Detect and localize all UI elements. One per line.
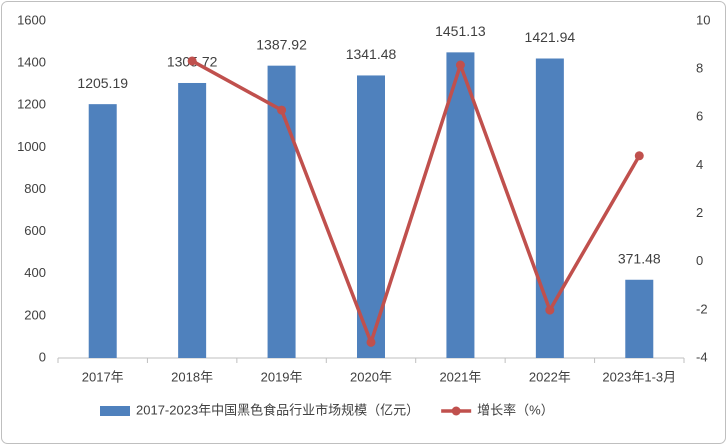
y2-tick-label: 4 — [696, 157, 703, 172]
y-tick-label: 1400 — [17, 55, 46, 70]
x-tick-label: 2018年 — [171, 369, 213, 384]
x-tick-label: 2022年 — [529, 369, 571, 384]
x-tick-label: 2023年1-3月 — [602, 369, 676, 384]
x-tick-label: 2017年 — [82, 369, 124, 384]
line-marker — [545, 305, 555, 315]
bar — [446, 52, 475, 358]
line-marker — [634, 151, 644, 161]
bar — [178, 82, 207, 358]
y2-tick-label: -4 — [696, 349, 708, 364]
legend-swatch — [451, 406, 461, 416]
y-tick-label: 600 — [24, 223, 46, 238]
bar — [625, 279, 654, 358]
line-marker — [366, 337, 376, 347]
data-label: 1421.94 — [525, 29, 576, 45]
line-marker — [277, 105, 287, 115]
y2-tick-label: -2 — [696, 301, 708, 316]
y-tick-label: 200 — [24, 307, 46, 322]
legend-swatch — [100, 406, 130, 416]
x-tick-label: 2019年 — [261, 369, 303, 384]
data-label: 1341.48 — [346, 46, 397, 62]
y2-tick-label: 10 — [696, 12, 710, 27]
data-label: 1387.92 — [256, 36, 307, 52]
y-tick-label: 400 — [24, 265, 46, 280]
y-tick-label: 0 — [39, 349, 46, 364]
x-tick-label: 2021年 — [439, 369, 481, 384]
x-tick-label: 2020年 — [350, 369, 392, 384]
line-marker — [455, 60, 465, 70]
data-label: 371.48 — [618, 250, 661, 266]
y2-tick-label: 6 — [696, 109, 703, 124]
data-label: 1205.19 — [77, 75, 128, 91]
y-tick-label: 1600 — [17, 12, 46, 27]
y2-tick-label: 0 — [696, 253, 703, 268]
line — [191, 59, 641, 345]
legend-label: 增长率（%） — [477, 402, 554, 417]
legend-label: 2017-2023年中国黑色食品行业市场规模（亿元） — [136, 402, 419, 417]
bar — [88, 104, 117, 358]
y-tick-label: 1000 — [17, 139, 46, 154]
y2-tick-label: 2 — [696, 205, 703, 220]
data-label: 1451.13 — [435, 23, 486, 39]
y-tick-label: 1200 — [17, 97, 46, 112]
y-tick-label: 800 — [24, 181, 46, 196]
y2-tick-label: 8 — [696, 61, 703, 76]
line-marker — [187, 56, 197, 66]
